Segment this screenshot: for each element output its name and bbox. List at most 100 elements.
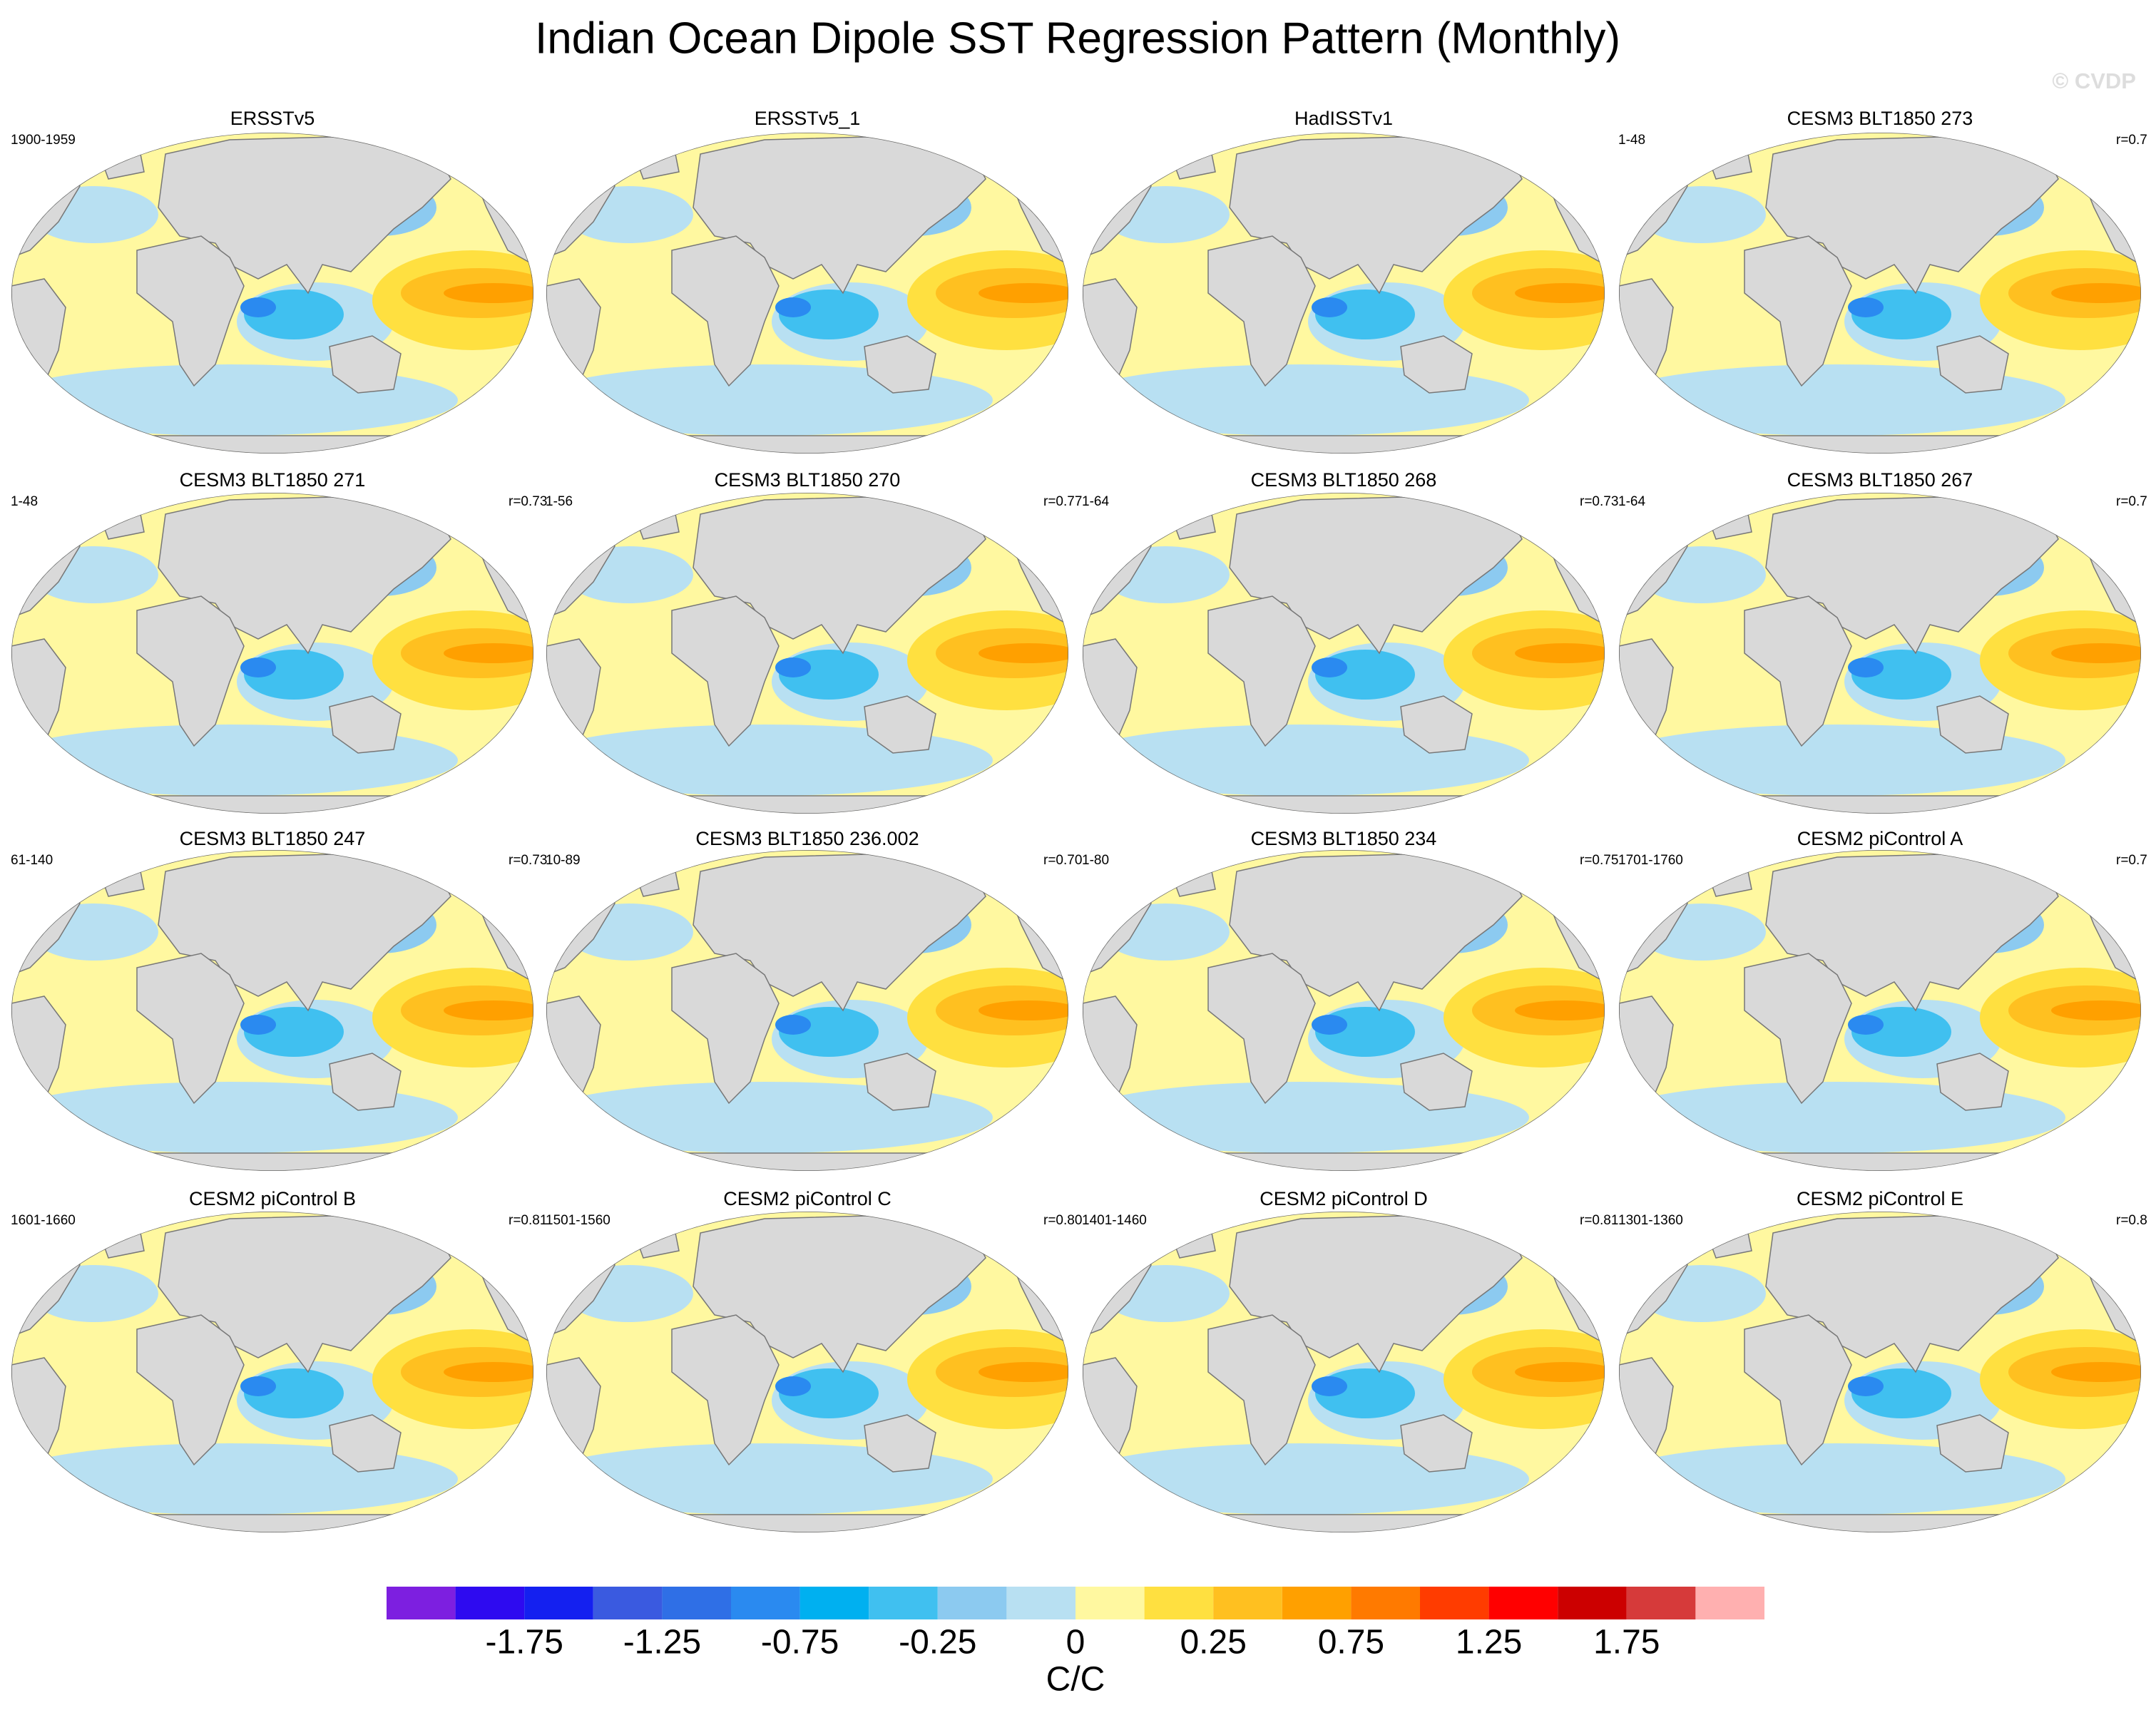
panel-title: ERSSTv5_1 bbox=[755, 108, 861, 129]
map bbox=[1, 133, 572, 457]
colorbar-tick-label: -1.75 bbox=[485, 1624, 563, 1662]
period-label: 1701-1760 bbox=[1618, 853, 1683, 868]
map-panel: CESM2 piControl A 1701-1760 r=0.7 bbox=[1609, 828, 2156, 1174]
colorbar-box bbox=[1420, 1587, 1489, 1619]
colorbar-box bbox=[593, 1587, 663, 1619]
period-label: 1-64 bbox=[1082, 494, 1109, 509]
map-panel: CESM3 BLT1850 247 61-140 r=0.73 bbox=[1, 828, 572, 1174]
map bbox=[536, 493, 1107, 817]
map bbox=[1, 493, 572, 817]
colorbar-tick-label: 0.25 bbox=[1180, 1624, 1246, 1662]
map-panel: CESM2 piControl D 1401-1460 r=0.81 bbox=[1073, 1188, 1643, 1536]
panel-title: CESM3 BLT1850 268 bbox=[1251, 469, 1437, 491]
colorbar-box bbox=[387, 1587, 456, 1619]
panel-title: CESM3 BLT1850 236.002 bbox=[695, 828, 919, 849]
map-panel: CESM3 BLT1850 270 1-56 r=0.77 bbox=[536, 469, 1107, 817]
panel-title: CESM3 BLT1850 270 bbox=[715, 469, 901, 491]
colorbar-box bbox=[1351, 1587, 1420, 1619]
colorbar-box bbox=[1488, 1587, 1558, 1619]
correlation-label: r=0.7 bbox=[2116, 853, 2147, 868]
colorbar-box bbox=[1006, 1587, 1076, 1619]
correlation-label: r=0.81 bbox=[1580, 1213, 1618, 1228]
colorbar-box bbox=[1626, 1587, 1696, 1619]
panel-title: ERSSTv5 bbox=[230, 108, 315, 129]
period-label: 1-56 bbox=[546, 494, 573, 509]
colorbar-unit: C/C bbox=[1046, 1661, 1105, 1699]
colorbar-box bbox=[731, 1587, 800, 1619]
correlation-label: r=0.7 bbox=[2116, 494, 2147, 509]
correlation-label: r=0.73 bbox=[1580, 494, 1618, 509]
period-label: 1-80 bbox=[1082, 853, 1109, 868]
map bbox=[1609, 850, 2156, 1174]
correlation-label: r=0.81 bbox=[509, 1213, 547, 1228]
colorbar-box bbox=[524, 1587, 593, 1619]
map-panel: CESM2 piControl B 1601-1660 r=0.81 bbox=[1, 1188, 572, 1536]
colorbar-tick-label: 1.75 bbox=[1593, 1624, 1660, 1662]
colorbar-box bbox=[1282, 1587, 1352, 1619]
map-panel: ERSSTv5_1 bbox=[536, 108, 1107, 457]
map-panel: CESM3 BLT1850 267 1-64 r=0.7 bbox=[1609, 469, 2156, 817]
colorbar-box bbox=[869, 1587, 938, 1619]
panel-title: CESM2 piControl A bbox=[1797, 828, 1963, 849]
panel-title: CESM3 BLT1850 267 bbox=[1787, 469, 1973, 491]
map bbox=[1073, 133, 1643, 457]
map bbox=[1609, 493, 2156, 817]
correlation-label: r=0.8 bbox=[2116, 1213, 2147, 1228]
colorbar-tick-label: -0.75 bbox=[761, 1624, 839, 1662]
map-panel: CESM3 BLT1850 271 1-48 r=0.73 bbox=[1, 469, 572, 817]
map-panel: CESM3 BLT1850 236.002 10-89 r=0.70 bbox=[536, 828, 1107, 1174]
map bbox=[536, 133, 1107, 457]
figure-title: Indian Ocean Dipole SST Regression Patte… bbox=[535, 14, 1620, 63]
colorbar-box bbox=[1695, 1587, 1764, 1619]
colorbar-tick-label: 0 bbox=[1066, 1624, 1085, 1662]
period-label: 61-140 bbox=[11, 853, 53, 868]
map bbox=[1, 850, 572, 1174]
panel-title: CESM2 piControl B bbox=[189, 1188, 356, 1209]
map-panel: CESM3 BLT1850 273 1-48 r=0.7 bbox=[1609, 108, 2156, 457]
period-label: 1501-1560 bbox=[546, 1213, 610, 1228]
correlation-label: r=0.75 bbox=[1580, 853, 1618, 868]
map-panel: CESM2 piControl C 1501-1560 r=0.80 bbox=[536, 1188, 1107, 1536]
map bbox=[1, 1212, 572, 1536]
colorbar-box bbox=[1213, 1587, 1282, 1619]
map bbox=[1609, 1212, 2156, 1536]
correlation-label: r=0.7 bbox=[2116, 133, 2147, 148]
period-label: 1-48 bbox=[11, 494, 38, 509]
map-panel: HadISSTv1 bbox=[1073, 108, 1643, 457]
period-label: 1900-1959 bbox=[11, 133, 76, 148]
colorbar-box bbox=[1558, 1587, 1627, 1619]
colorbar-box bbox=[662, 1587, 731, 1619]
map bbox=[536, 850, 1107, 1174]
correlation-label: r=0.73 bbox=[509, 853, 547, 868]
period-label: 1401-1460 bbox=[1082, 1213, 1147, 1228]
panel-title: CESM2 piControl C bbox=[723, 1188, 891, 1209]
panel-title: CESM2 piControl D bbox=[1260, 1188, 1428, 1209]
period-label: 1601-1660 bbox=[11, 1213, 76, 1228]
correlation-label: r=0.73 bbox=[509, 494, 547, 509]
panel-title: CESM3 BLT1850 234 bbox=[1251, 828, 1437, 849]
panel-title: CESM3 BLT1850 273 bbox=[1787, 108, 1973, 129]
colorbar-box bbox=[1076, 1587, 1145, 1619]
correlation-label: r=0.70 bbox=[1043, 853, 1082, 868]
map bbox=[536, 1212, 1107, 1536]
map-panel: CESM2 piControl E 1301-1360 r=0.8 bbox=[1609, 1188, 2156, 1536]
watermark: © CVDP bbox=[2052, 68, 2136, 93]
period-label: 1-48 bbox=[1618, 133, 1645, 148]
map-panel: ERSSTv5 1900-1959 bbox=[1, 108, 572, 457]
colorbar-tick-label: -1.25 bbox=[623, 1624, 701, 1662]
panel-title: CESM2 piControl E bbox=[1797, 1188, 1963, 1209]
period-label: 1-64 bbox=[1618, 494, 1645, 509]
correlation-label: r=0.80 bbox=[1043, 1213, 1082, 1228]
colorbar-box bbox=[1144, 1587, 1214, 1619]
colorbar-box bbox=[937, 1587, 1007, 1619]
colorbar-box bbox=[799, 1587, 869, 1619]
map bbox=[1073, 493, 1643, 817]
colorbar-box bbox=[455, 1587, 525, 1619]
period-label: 1301-1360 bbox=[1618, 1213, 1683, 1228]
period-label: 10-89 bbox=[546, 853, 581, 868]
panel-title: CESM3 BLT1850 247 bbox=[180, 828, 366, 849]
map bbox=[1073, 1212, 1643, 1536]
